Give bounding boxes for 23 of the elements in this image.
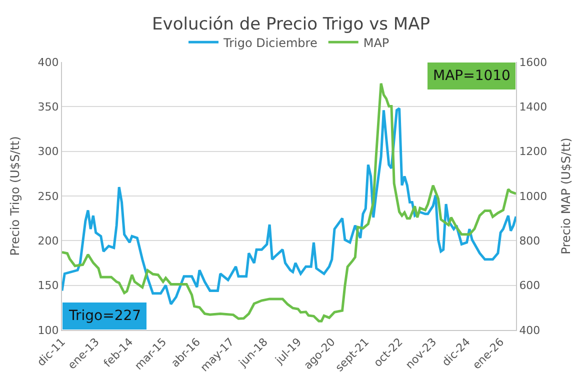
legend-label: Trigo Diciembre — [222, 36, 318, 50]
line-series — [62, 107, 516, 306]
annotation: Trigo=227 — [68, 308, 142, 324]
y-tick-label: 150 — [38, 279, 59, 292]
legend-label: MAP — [363, 36, 390, 50]
y-tick-label: 100 — [38, 324, 59, 337]
y2-tick-label: 1400 — [519, 100, 548, 114]
y-tick-label: 200 — [38, 234, 59, 248]
y2-tick-label: 400 — [519, 324, 540, 337]
y-tick-label: 300 — [38, 145, 59, 158]
y2-tick-label: 1600 — [519, 56, 548, 69]
y-tick-label: 350 — [38, 100, 59, 114]
chart-title: Evolución de Precio Trigo vs MAP — [152, 14, 430, 34]
y2-tick-label: 800 — [519, 234, 540, 248]
y2-tick-label: 1000 — [519, 190, 548, 203]
y-tick-label: 250 — [38, 190, 59, 203]
y2-tick-label: 600 — [519, 279, 540, 292]
annotation: MAP=1010 — [433, 68, 510, 84]
y-axis-title: Precio Trigo (U$S/tt) — [8, 136, 22, 256]
y-tick-label: 400 — [38, 56, 59, 69]
y2-tick-label: 1200 — [519, 145, 548, 158]
line-series — [62, 82, 516, 322]
y2-axis-title: Precio MAP (U$S/tt) — [559, 138, 574, 254]
